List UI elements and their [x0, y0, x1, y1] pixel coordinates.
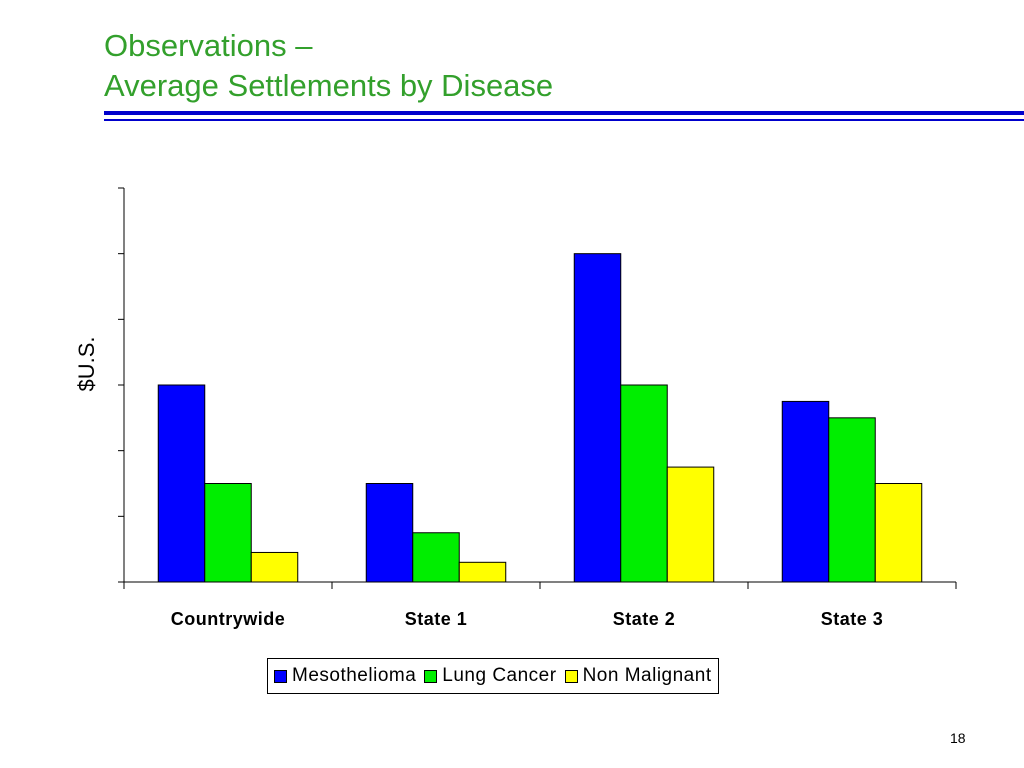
bar-mesothelioma-state-1 — [365, 483, 414, 583]
x-tick-label: State 3 — [821, 609, 884, 629]
x-tick-label: Countrywide — [171, 609, 286, 629]
bar-non-malignant-state-2 — [666, 466, 715, 583]
bar-non-malignant-state-1 — [458, 561, 507, 583]
x-tick-label: State 1 — [405, 609, 468, 629]
bar-lung-cancer-state-3 — [828, 417, 876, 583]
title-rule-thick — [104, 111, 1024, 115]
title-line-1: Observations – — [104, 28, 313, 63]
bar-non-malignant-state-3 — [874, 483, 923, 583]
legend-label: Non Malignant — [582, 665, 712, 686]
legend-swatch — [274, 669, 287, 683]
bar-lung-cancer-state-1 — [412, 532, 460, 583]
title-line-2: Average Settlements by Disease — [104, 68, 554, 103]
legend-item-lung-cancer: Lung Cancer — [424, 665, 556, 687]
legend-item-non-malignant: Non Malignant — [564, 665, 712, 687]
bar-mesothelioma-state-2 — [573, 253, 622, 583]
bar-mesothelioma-state-3 — [781, 400, 830, 583]
slide-title: Observations – Average Settlements by Di… — [104, 26, 553, 106]
legend-swatch — [424, 669, 438, 683]
chart-legend: Mesothelioma Lung Cancer Non Malignant — [267, 658, 719, 694]
bar-lung-cancer-state-2 — [620, 384, 668, 583]
bar-non-malignant-countrywide — [250, 551, 299, 583]
page-number: 18 — [950, 730, 966, 746]
legend-swatch — [564, 669, 578, 683]
bar-lung-cancer-countrywide — [204, 483, 252, 583]
title-rule-thin — [104, 119, 1024, 121]
x-tick-label: State 2 — [613, 609, 676, 629]
legend-label: Lung Cancer — [442, 665, 557, 686]
legend-item-mesothelioma: Mesothelioma — [274, 665, 416, 687]
legend-label: Mesothelioma — [292, 665, 417, 686]
bar-mesothelioma-countrywide — [157, 384, 206, 583]
